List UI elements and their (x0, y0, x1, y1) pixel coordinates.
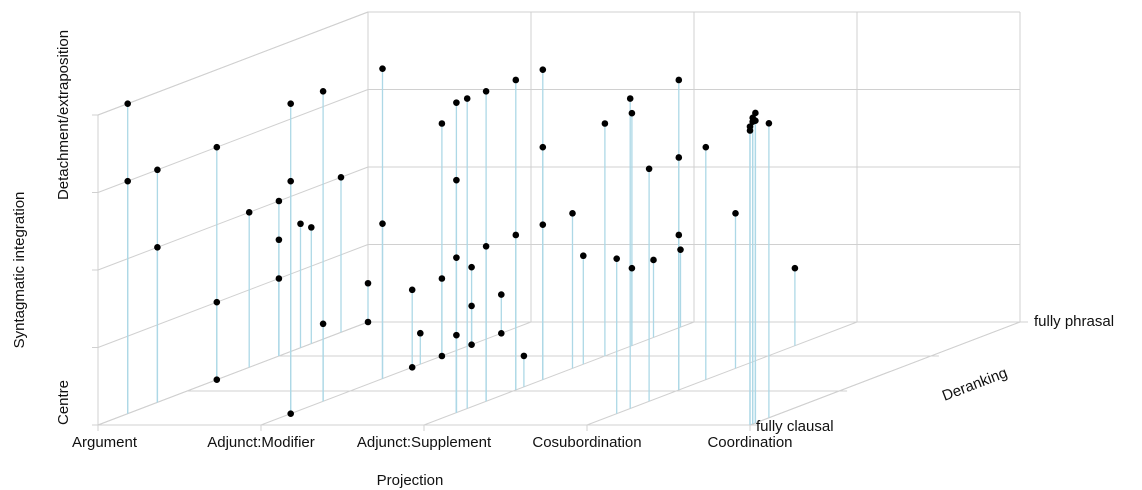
point (124, 100, 131, 107)
x-tick-label: Cosubordination (532, 434, 641, 451)
point (765, 119, 773, 127)
point (650, 256, 657, 264)
z-tick-label: fully phrasal (1034, 313, 1114, 330)
point (417, 329, 424, 337)
point (287, 177, 295, 185)
point (308, 224, 315, 231)
y-tick-label: Detachment/extraposition (55, 30, 72, 200)
z-tick-label: fully clausal (756, 418, 834, 435)
grid-line (97, 321, 369, 426)
x-tick-label: Adjunct:Supplement (357, 434, 492, 451)
point (379, 220, 386, 227)
point (675, 231, 683, 239)
point (438, 120, 446, 127)
point (732, 210, 739, 217)
point (379, 65, 386, 72)
point (319, 320, 327, 328)
point (702, 143, 710, 151)
point (453, 331, 460, 339)
point (482, 243, 490, 250)
point (154, 166, 161, 174)
point (468, 302, 475, 310)
point (675, 154, 683, 161)
point (213, 143, 221, 151)
y-axis-label: Syntagmatic integration (11, 192, 28, 349)
point (337, 174, 345, 181)
grid-line (586, 321, 858, 426)
y-tick-label: Centre (55, 380, 72, 425)
point (245, 209, 253, 216)
point (468, 263, 475, 271)
z-axis-label: Deranking (940, 364, 1010, 404)
point (498, 330, 505, 337)
point (613, 255, 620, 262)
point (569, 210, 576, 217)
point (601, 120, 609, 127)
point (677, 246, 684, 253)
point (520, 352, 528, 360)
point (453, 176, 460, 184)
x-tick-label: Coordination (707, 434, 792, 451)
point (752, 117, 759, 124)
point (539, 221, 547, 228)
point (297, 220, 304, 228)
point (213, 298, 221, 306)
point (512, 76, 520, 84)
point (675, 76, 683, 84)
point (408, 364, 416, 371)
point (453, 254, 460, 261)
point (628, 264, 636, 272)
grid-line (97, 89, 369, 193)
point (319, 88, 327, 95)
point (275, 236, 283, 244)
grid-line (260, 321, 532, 426)
point (364, 279, 372, 287)
point (645, 165, 653, 173)
point (124, 177, 131, 185)
point (275, 275, 283, 282)
point (539, 66, 547, 73)
point (408, 286, 416, 294)
z-axis (749, 321, 1021, 426)
grid-line (97, 166, 369, 271)
point (154, 244, 161, 251)
point (438, 275, 446, 282)
point (463, 95, 471, 102)
point (468, 341, 475, 348)
point (364, 318, 372, 326)
point (628, 109, 636, 117)
point (213, 376, 221, 383)
x-axis-label: Projection (377, 472, 444, 489)
point (752, 109, 759, 117)
point (539, 143, 547, 151)
grid-line (97, 244, 369, 348)
point (791, 264, 799, 272)
point (746, 123, 754, 130)
point (626, 95, 634, 102)
point (287, 100, 295, 107)
x-tick-label: Adjunct:Modifier (207, 434, 315, 451)
grid-line (97, 11, 369, 116)
point (482, 88, 490, 95)
point (438, 352, 446, 360)
point (453, 99, 460, 106)
point (287, 410, 295, 417)
point (580, 252, 587, 260)
point (275, 197, 283, 205)
x-tick-label: Argument (72, 434, 138, 451)
point (498, 291, 505, 298)
point (512, 231, 520, 239)
